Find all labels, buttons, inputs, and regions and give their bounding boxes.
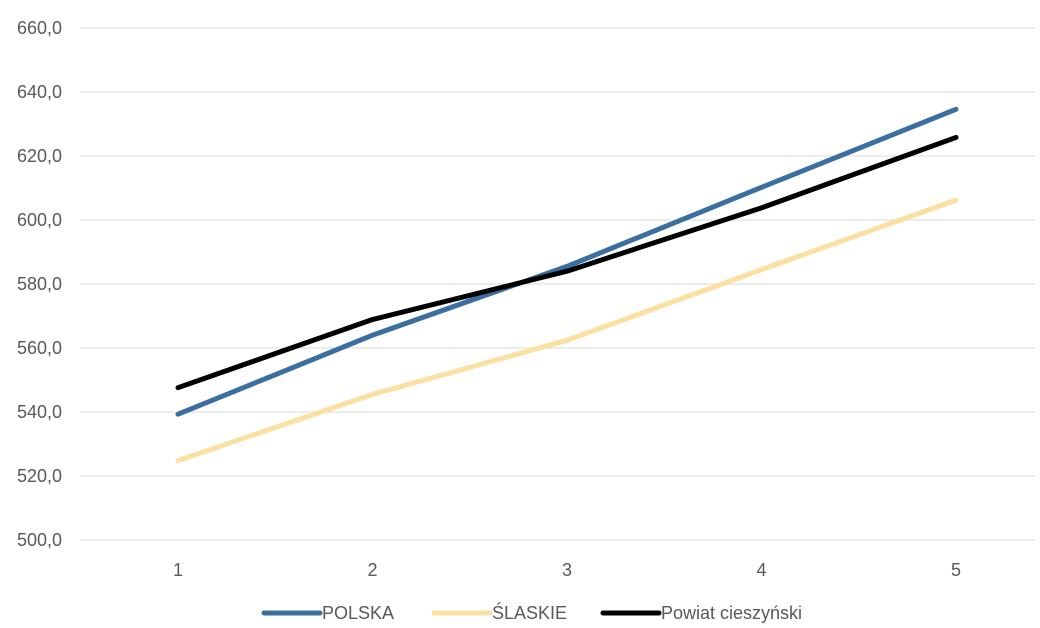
series-line-1 [175, 106, 959, 417]
y-tick-label: 580,0 [17, 274, 62, 294]
series-lines [175, 106, 959, 464]
y-axis-tick-labels: 500,0 520,0 540,0 560,0 580,0 600,0 620,0 640,0… [17, 18, 62, 550]
y-tick-label: 600,0 [17, 210, 62, 230]
y-tick-label: 520,0 [17, 466, 62, 486]
y-tick-label: 640,0 [17, 82, 62, 102]
legend: POLSKA ŚLASKIE Powiat cieszyński [261, 602, 802, 623]
x-tick-label: 4 [756, 560, 766, 580]
legend-label: Powiat cieszyński [661, 603, 802, 623]
x-axis-tick-labels: 1 2 3 4 5 [173, 560, 961, 580]
x-tick-label: 5 [951, 560, 961, 580]
y-tick-label: 660,0 [17, 18, 62, 38]
y-tick-label: 500,0 [17, 530, 62, 550]
y-tick-label: 540,0 [17, 402, 62, 422]
y-tick-label: 620,0 [17, 146, 62, 166]
legend-label: POLSKA [322, 603, 394, 623]
series-line-2 [175, 197, 959, 464]
legend-label: ŚLASKIE [492, 602, 567, 623]
series-line-3 [175, 134, 959, 391]
x-tick-label: 3 [562, 560, 572, 580]
y-tick-label: 560,0 [17, 338, 62, 358]
x-tick-label: 2 [367, 560, 377, 580]
x-tick-label: 1 [173, 560, 183, 580]
grid-lines [80, 27, 1035, 541]
